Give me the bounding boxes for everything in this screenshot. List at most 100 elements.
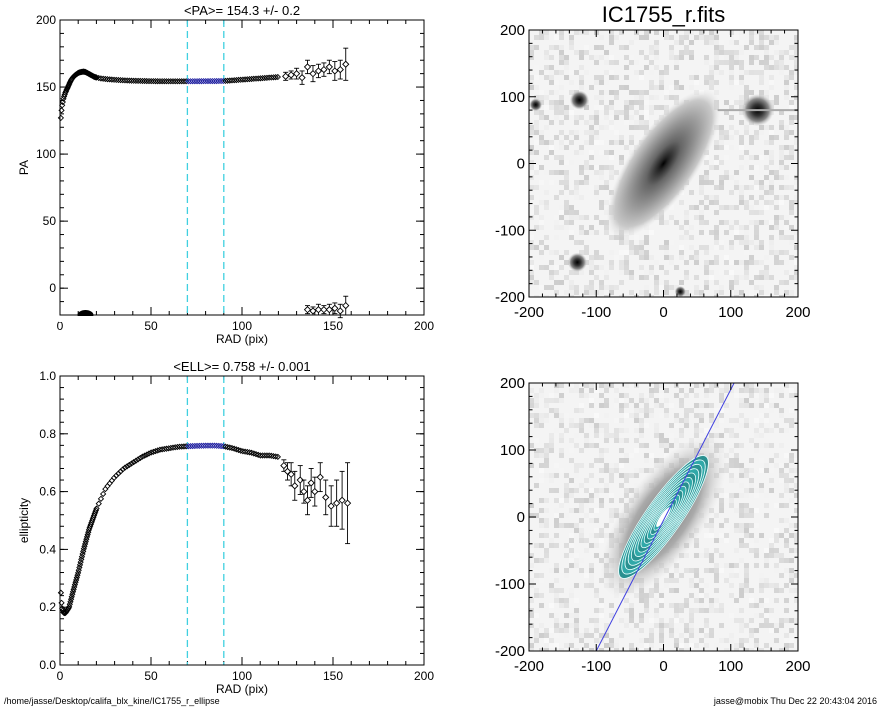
img-noise-pixel	[654, 45, 659, 50]
model-noise-pixel	[744, 403, 749, 408]
img-noise-pixel	[719, 240, 724, 245]
img-noise-pixel	[549, 170, 554, 175]
model-noise-pixel	[619, 418, 624, 423]
model-noise-pixel	[639, 618, 644, 623]
img-noise-pixel	[759, 125, 764, 130]
model-noise-pixel	[529, 553, 534, 558]
model-noise-pixel	[599, 468, 604, 473]
model-noise-pixel	[764, 413, 769, 418]
model-noise-pixel	[534, 418, 539, 423]
img-noise-pixel	[564, 205, 569, 210]
model-noise-pixel	[789, 388, 794, 393]
img-noise-pixel	[704, 230, 709, 235]
model-noise-pixel	[574, 563, 579, 568]
img-noise-pixel	[754, 180, 759, 185]
img-noise-pixel	[719, 70, 724, 75]
img-noise-pixel	[559, 145, 564, 150]
img-noise-pixel	[534, 95, 539, 100]
img-noise-pixel	[669, 35, 674, 40]
img-noise-pixel	[619, 265, 624, 270]
model-noise-pixel	[554, 513, 559, 518]
model-noise-pixel	[649, 638, 654, 643]
model-noise-pixel	[539, 468, 544, 473]
img-noise-pixel	[739, 145, 744, 150]
model-noise-pixel	[534, 638, 539, 643]
model-noise-pixel	[649, 588, 654, 593]
img-noise-pixel	[624, 145, 629, 150]
img-noise-pixel	[589, 255, 594, 260]
img-noise-pixel	[534, 150, 539, 155]
img-noise-pixel	[629, 275, 634, 280]
img-noise-pixel	[779, 50, 784, 55]
model-noise-pixel	[694, 403, 699, 408]
pa-xtick-label: 0	[57, 319, 64, 333]
model-noise-pixel	[589, 578, 594, 583]
img-noise-pixel	[749, 165, 754, 170]
pa-data-point	[154, 78, 161, 85]
model-noise-pixel	[694, 428, 699, 433]
img-noise-pixel	[699, 225, 704, 230]
img-noise-pixel	[749, 195, 754, 200]
model-noise-pixel	[764, 563, 769, 568]
img-noise-pixel	[709, 195, 714, 200]
model-noise-pixel	[594, 618, 599, 623]
model-noise-pixel	[744, 623, 749, 628]
model-noise-pixel	[744, 398, 749, 403]
img-noise-pixel	[599, 75, 604, 80]
model-noise-pixel	[649, 408, 654, 413]
img-noise-pixel	[789, 130, 794, 135]
model-noise-pixel	[554, 383, 559, 388]
img-noise-pixel	[674, 60, 679, 65]
img-noise-pixel	[729, 70, 734, 75]
img-noise-pixel	[769, 250, 774, 255]
model-noise-pixel	[619, 498, 624, 503]
model-noise-pixel	[539, 388, 544, 393]
img-noise-pixel	[784, 85, 789, 90]
img-noise-pixel	[544, 105, 549, 110]
model-noise-pixel	[544, 518, 549, 523]
img-noise-pixel	[549, 85, 554, 90]
model-noise-pixel	[774, 503, 779, 508]
model-noise-pixel	[569, 508, 574, 513]
model-noise-pixel	[589, 388, 594, 393]
ell-data-point	[217, 442, 225, 450]
pa-data-point	[204, 77, 212, 85]
img-noise-pixel	[789, 45, 794, 50]
img-noise-pixel	[679, 280, 684, 285]
model-noise-pixel	[644, 408, 649, 413]
img-noise-pixel	[634, 70, 639, 75]
img-noise-pixel	[539, 160, 544, 165]
model-ytick-label: -200	[495, 643, 525, 660]
model-noise-pixel	[739, 583, 744, 588]
img-noise-pixel	[564, 200, 569, 205]
model-noise-pixel	[714, 423, 719, 428]
model-noise-pixel	[704, 553, 709, 558]
img-noise-pixel	[764, 60, 769, 65]
model-noise-pixel	[549, 583, 554, 588]
pa-outer-point	[342, 60, 350, 68]
img-noise-pixel	[614, 35, 619, 40]
img-noise-pixel	[539, 35, 544, 40]
ell-data-point	[213, 442, 220, 449]
model-noise-pixel	[764, 503, 769, 508]
model-noise-pixel	[559, 418, 564, 423]
img-noise-pixel	[769, 65, 774, 70]
model-noise-pixel	[764, 608, 769, 613]
img-noise-pixel	[789, 115, 794, 120]
img-noise-pixel	[794, 35, 798, 40]
img-noise-pixel	[549, 270, 554, 275]
img-noise-pixel	[529, 160, 534, 165]
model-noise-pixel	[694, 383, 699, 388]
img-noise-pixel	[724, 110, 729, 115]
img-noise-pixel	[699, 230, 704, 235]
model-noise-pixel	[724, 648, 729, 651]
img-noise-pixel	[559, 70, 564, 75]
model-noise-pixel	[744, 388, 749, 393]
model-noise-pixel	[674, 418, 679, 423]
img-noise-pixel	[794, 265, 798, 270]
model-noise-pixel	[559, 383, 564, 388]
model-noise-pixel	[689, 408, 694, 413]
img-noise-pixel	[659, 285, 664, 290]
model-noise-pixel	[659, 413, 664, 418]
img-noise-pixel	[559, 95, 564, 100]
